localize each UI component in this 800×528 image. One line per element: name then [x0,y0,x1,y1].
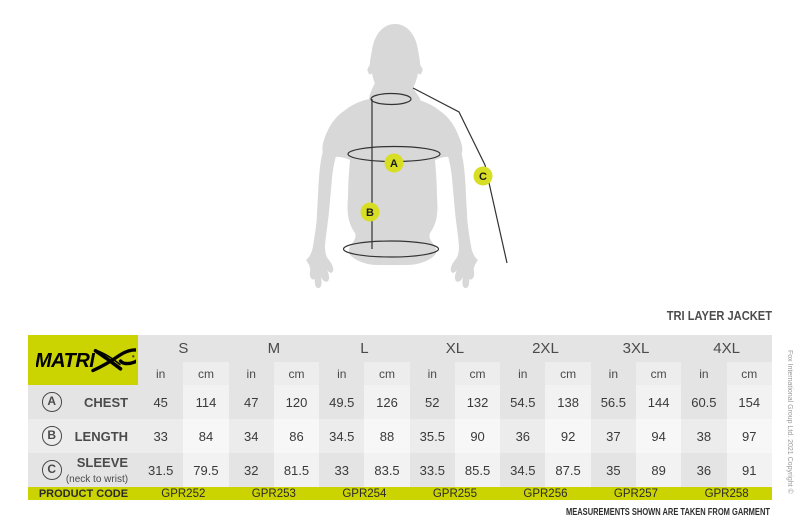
svg-text:MATRI: MATRI [36,350,95,372]
svg-text:B: B [366,207,374,219]
svg-text:A: A [390,158,398,170]
svg-text:C: C [479,171,487,183]
